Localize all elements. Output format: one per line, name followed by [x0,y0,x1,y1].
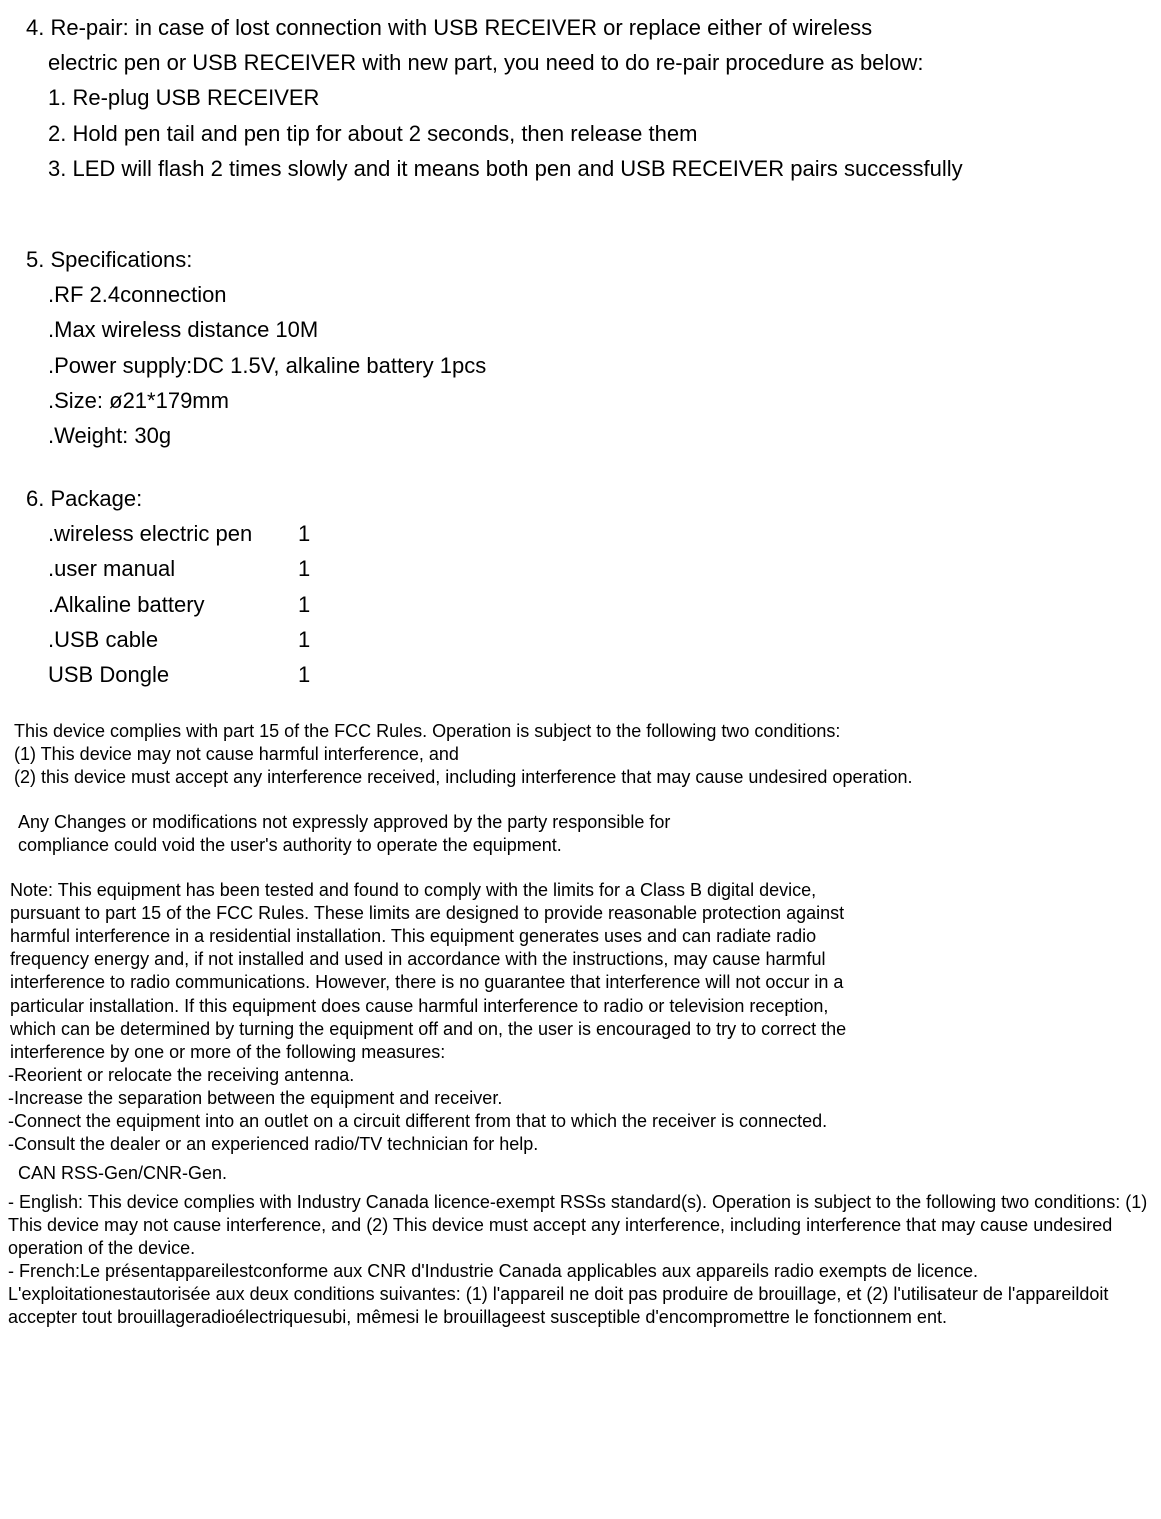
specs-item-2: .Max wireless distance 10M [8,312,1153,347]
specs-item-3: .Power supply:DC 1.5V, alkaline battery … [8,348,1153,383]
fcc-note-6: particular installation. If this equipme… [8,995,1153,1018]
package-row-4: .USB cable 1 [8,622,1153,657]
repair-step-1: 1. Re-plug USB RECEIVER [8,80,1153,115]
repair-step-2: 2. Hold pen tail and pen tip for about 2… [8,116,1153,151]
fcc-measure-1: -Reorient or relocate the receiving ante… [8,1064,1153,1087]
package-qty: 1 [298,657,310,692]
specs-item-1: .RF 2.4connection [8,277,1153,312]
package-qty: 1 [298,516,310,551]
fcc-measure-4: -Consult the dealer or an experienced ra… [8,1133,1153,1156]
package-row-2: .user manual 1 [8,551,1153,586]
package-heading: 6. Package: [8,481,1153,516]
specs-heading: 5. Specifications: [8,242,1153,277]
fcc-note-4: frequency energy and, if not installed a… [8,948,1153,971]
specs-item-5: .Weight: 30g [8,418,1153,453]
package-qty: 1 [298,551,310,586]
package-row-1: .wireless electric pen 1 [8,516,1153,551]
fcc-line-2: (1) This device may not cause harmful in… [8,743,1153,766]
package-label: .Alkaline battery [48,587,298,622]
package-label: .USB cable [48,622,298,657]
fcc-note-1: Note: This equipment has been tested and… [8,879,1153,902]
package-row-3: .Alkaline battery 1 [8,587,1153,622]
fcc-note-8: interference by one or more of the follo… [8,1041,1153,1064]
can-rss-heading: CAN RSS-Gen/CNR-Gen. [8,1162,1153,1185]
package-label: .user manual [48,551,298,586]
fcc-note-2: pursuant to part 15 of the FCC Rules. Th… [8,902,1153,925]
specs-item-4: .Size: ø21*179mm [8,383,1153,418]
repair-heading-line2: electric pen or USB RECEIVER with new pa… [8,45,1153,80]
fcc-changes-1: Any Changes or modifications not express… [8,811,1153,834]
package-row-5: USB Dongle 1 [8,657,1153,692]
repair-heading-line1: 4. Re-pair: in case of lost connection w… [8,10,1153,45]
fcc-note-3: harmful interference in a residential in… [8,925,1153,948]
fcc-line-3: (2) this device must accept any interfer… [8,766,1153,789]
repair-step-3: 3. LED will flash 2 times slowly and it … [8,151,1153,186]
package-qty: 1 [298,622,310,657]
fcc-note-5: interference to radio communications. Ho… [8,971,1153,994]
package-qty: 1 [298,587,310,622]
package-label: USB Dongle [48,657,298,692]
fcc-note-7: which can be determined by turning the e… [8,1018,1153,1041]
package-label: .wireless electric pen [48,516,298,551]
ic-french: - French:Le présentappareilestconforme a… [8,1260,1153,1329]
fcc-measure-3: -Connect the equipment into an outlet on… [8,1110,1153,1133]
fcc-line-1: This device complies with part 15 of the… [8,720,1153,743]
ic-english: - English: This device complies with Ind… [8,1191,1153,1260]
fcc-measure-2: -Increase the separation between the equ… [8,1087,1153,1110]
fcc-changes-2: compliance could void the user's authori… [8,834,1153,857]
